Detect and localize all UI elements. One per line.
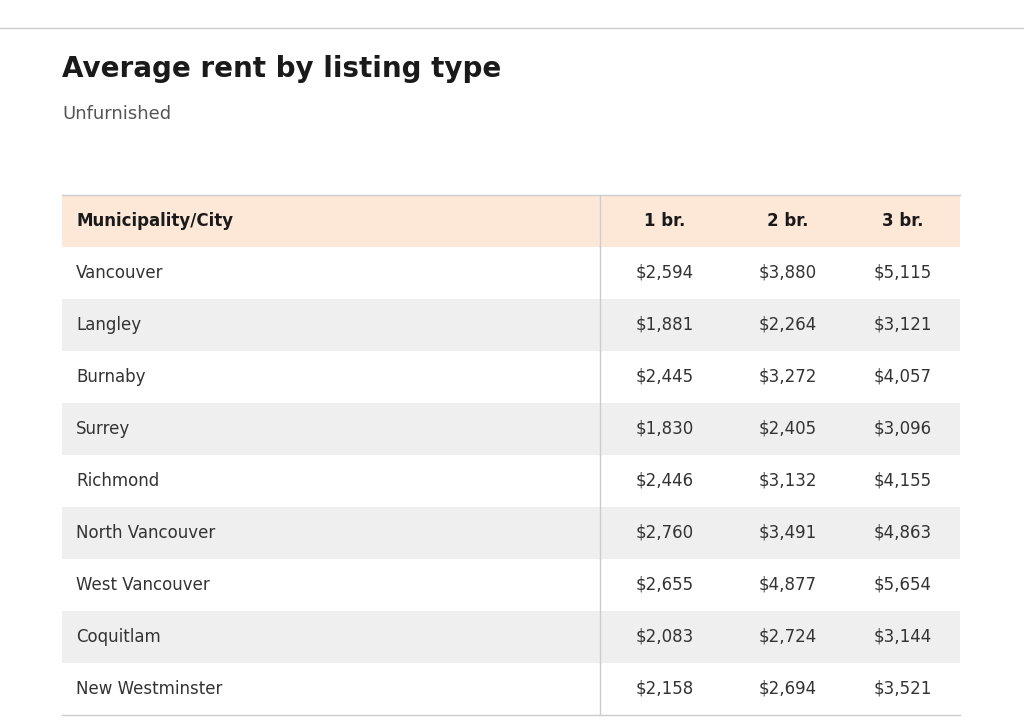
Text: $3,121: $3,121	[873, 316, 932, 334]
Bar	[62, 455, 961, 507]
Text: Surrey: Surrey	[76, 420, 130, 438]
Bar	[62, 351, 961, 403]
Text: $3,491: $3,491	[759, 524, 816, 542]
Text: Langley: Langley	[76, 316, 141, 334]
Text: North Vancouver: North Vancouver	[76, 524, 215, 542]
Text: $2,445: $2,445	[636, 368, 694, 386]
Text: New Westminster: New Westminster	[76, 680, 222, 698]
Text: 2 br.: 2 br.	[767, 212, 808, 230]
Text: $2,264: $2,264	[759, 316, 816, 334]
Text: Unfurnished: Unfurnished	[62, 105, 171, 123]
Bar	[62, 247, 961, 299]
Text: $3,272: $3,272	[759, 368, 817, 386]
Text: 3 br.: 3 br.	[882, 212, 924, 230]
Text: $4,863: $4,863	[873, 524, 932, 542]
Text: $2,760: $2,760	[636, 524, 694, 542]
Text: Coquitlam: Coquitlam	[76, 628, 161, 646]
Bar	[62, 507, 961, 559]
Text: $3,096: $3,096	[873, 420, 932, 438]
Text: Average rent by listing type: Average rent by listing type	[62, 55, 502, 83]
Bar	[62, 403, 961, 455]
Text: Municipality/City: Municipality/City	[76, 212, 233, 230]
Bar	[62, 611, 961, 663]
Bar	[62, 559, 961, 611]
Text: $2,083: $2,083	[636, 628, 694, 646]
Text: $3,144: $3,144	[873, 628, 932, 646]
Text: $4,155: $4,155	[873, 472, 932, 490]
Text: $1,881: $1,881	[636, 316, 694, 334]
Bar	[62, 299, 961, 351]
Text: $3,132: $3,132	[758, 472, 817, 490]
Text: West Vancouver: West Vancouver	[76, 576, 210, 594]
Bar	[62, 663, 961, 715]
Text: $2,446: $2,446	[636, 472, 694, 490]
Text: $4,057: $4,057	[873, 368, 932, 386]
Text: $4,877: $4,877	[759, 576, 816, 594]
Text: $2,594: $2,594	[636, 264, 694, 282]
Text: 1 br.: 1 br.	[644, 212, 686, 230]
Text: Vancouver: Vancouver	[76, 264, 164, 282]
Text: $2,405: $2,405	[759, 420, 816, 438]
Text: $2,694: $2,694	[759, 680, 816, 698]
Bar	[62, 195, 961, 247]
Text: $2,655: $2,655	[636, 576, 694, 594]
Text: $2,724: $2,724	[759, 628, 816, 646]
Text: Burnaby: Burnaby	[76, 368, 145, 386]
Text: $1,830: $1,830	[636, 420, 694, 438]
Text: $5,115: $5,115	[873, 264, 932, 282]
Text: $3,880: $3,880	[759, 264, 816, 282]
Text: Richmond: Richmond	[76, 472, 160, 490]
Text: $5,654: $5,654	[873, 576, 932, 594]
Text: $2,158: $2,158	[636, 680, 694, 698]
Text: $3,521: $3,521	[873, 680, 932, 698]
